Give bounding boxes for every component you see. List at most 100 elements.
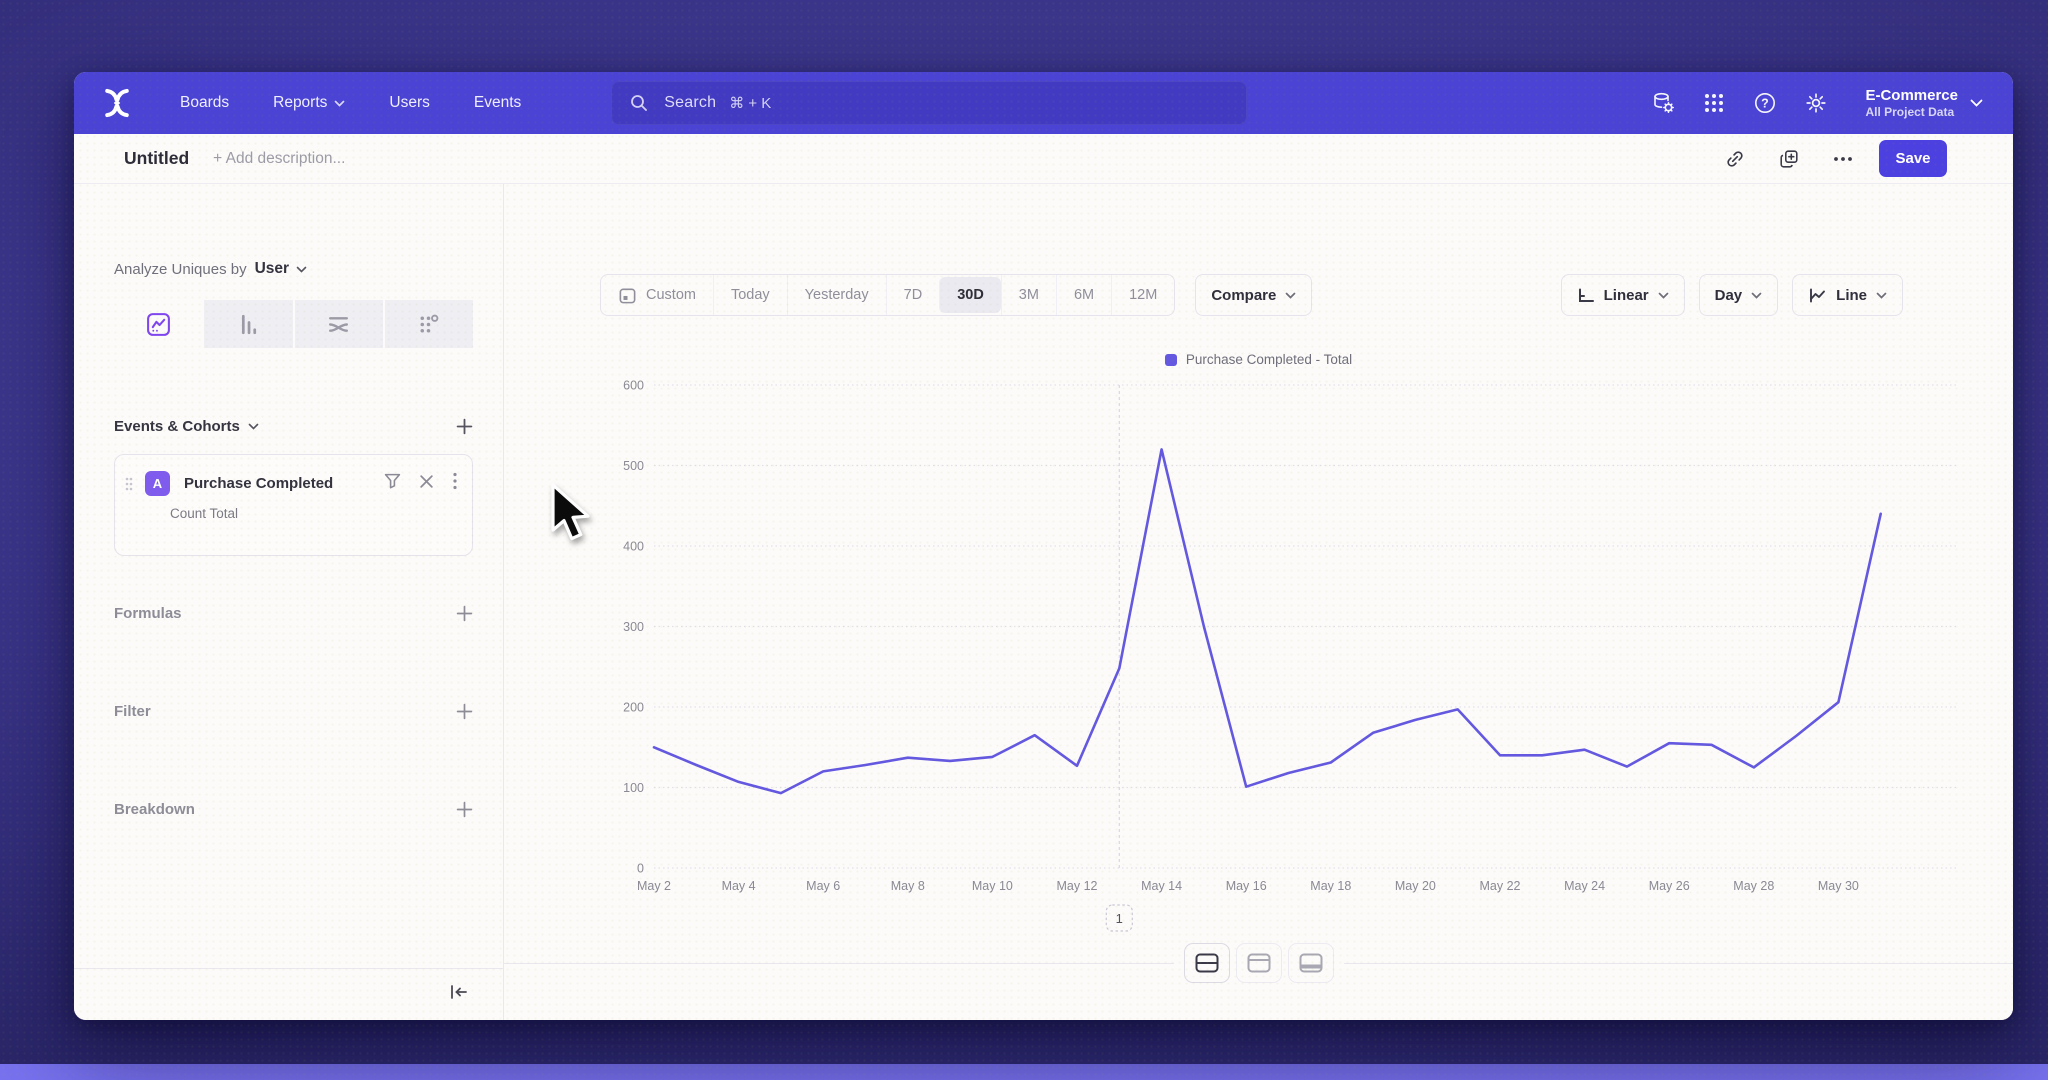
tab-insights[interactable] — [114, 300, 202, 348]
project-name: E-Commerce — [1865, 86, 1958, 104]
report-header: Untitled + Add description... — [74, 134, 2013, 184]
interval-button[interactable]: Day — [1698, 274, 1779, 316]
y-axis-label: 400 — [623, 540, 644, 554]
report-title[interactable]: Untitled — [124, 148, 190, 168]
copy-link-icon[interactable] — [1723, 147, 1747, 171]
x-axis-label: May 6 — [806, 879, 840, 893]
filter-event-icon[interactable] — [384, 473, 401, 494]
apps-grid-icon[interactable] — [1702, 91, 1726, 115]
date-range-control: Custom Today Yesterday 7D 30D 3M 6M 12M — [600, 274, 1176, 316]
add-formulas-button[interactable] — [455, 604, 473, 622]
scale-button[interactable]: Linear — [1560, 274, 1685, 316]
help-icon[interactable]: ? — [1753, 91, 1777, 115]
legend-label: Purchase Completed - Total — [1185, 352, 1353, 367]
layout-header-button[interactable] — [1235, 943, 1282, 983]
y-axis-label: 300 — [623, 620, 644, 634]
layout-bottom-drawer-button[interactable] — [1287, 943, 1334, 983]
nav-item-reports[interactable]: Reports — [273, 94, 345, 112]
visualization-tabs — [114, 300, 473, 348]
chart-panel: Custom Today Yesterday 7D 30D 3M 6M 12M Compare… — [504, 184, 2013, 1020]
x-axis-label: May 16 — [1226, 879, 1267, 893]
x-axis-label: May 24 — [1564, 879, 1605, 893]
tab-flows[interactable] — [294, 300, 383, 348]
chevron-down-icon — [248, 423, 259, 430]
collapse-sidebar-icon[interactable] — [449, 984, 469, 1005]
y-axis-label: 100 — [623, 781, 644, 795]
project-switcher[interactable]: E-Commerce All Project Data — [1865, 86, 1983, 119]
x-axis-label: May 12 — [1057, 879, 1098, 893]
add-description-placeholder[interactable]: + Add description... — [213, 149, 346, 167]
analyze-uniques-row[interactable]: Analyze Uniques by User — [114, 256, 473, 282]
x-axis-label: May 18 — [1310, 879, 1351, 893]
chevron-down-icon — [1970, 99, 1983, 107]
range-12m[interactable]: 12M — [1111, 275, 1174, 315]
chart-type-button[interactable]: Line — [1792, 274, 1903, 316]
tab-retention[interactable] — [384, 300, 473, 348]
bottom-divider — [504, 943, 2013, 1020]
sidebar-section-filter: Filter — [114, 698, 473, 724]
add-breakdown-button[interactable] — [455, 800, 473, 818]
line-chart: 0 100 200 300 400 500 600 May 2 May 4 May 6 May 8 M… — [560, 372, 1960, 952]
event-series-badge: A — [145, 471, 170, 496]
range-6m[interactable]: 6M — [1055, 275, 1111, 315]
x-axis-label: May 2 — [637, 879, 671, 893]
nav-item-users[interactable]: Users — [389, 94, 430, 111]
nav-item-events[interactable]: Events — [473, 94, 522, 111]
x-axis-label: May 22 — [1480, 879, 1521, 893]
sidebar-section-formulas: Formulas — [114, 600, 473, 626]
interval-label: Day — [1714, 286, 1743, 304]
nav-right: ? E-Commerce All Project Data — [1651, 86, 1983, 119]
data-management-icon[interactable] — [1651, 91, 1675, 115]
layout-split-horizontal-button[interactable] — [1183, 943, 1230, 983]
range-yesterday[interactable]: Yesterday — [786, 275, 886, 315]
chevron-down-icon — [335, 100, 345, 107]
mixpanel-logo-icon[interactable] — [100, 86, 134, 120]
range-30d[interactable]: 30D — [939, 277, 1001, 313]
x-axis-label: May 4 — [722, 879, 756, 893]
nav-menu: Boards Reports Users Events — [180, 94, 521, 112]
events-cohorts-header: Events & Cohorts — [114, 412, 473, 440]
chevron-down-icon — [296, 266, 307, 273]
range-7d[interactable]: 7D — [885, 275, 940, 315]
chart-legend: Purchase Completed - Total — [504, 352, 2013, 367]
remove-event-icon[interactable] — [419, 474, 434, 494]
nav-item-boards[interactable]: Boards — [180, 94, 230, 111]
events-cohorts-label[interactable]: Events & Cohorts — [114, 417, 240, 435]
event-measurement[interactable]: Count Total — [170, 506, 239, 521]
x-axis-label: May 30 — [1818, 879, 1859, 893]
event-card[interactable]: A Purchase Completed — [114, 454, 473, 556]
add-filter-button[interactable] — [455, 702, 473, 720]
y-axis-label: 600 — [623, 379, 644, 393]
compare-button[interactable]: Compare — [1195, 274, 1313, 316]
duplicate-icon[interactable] — [1777, 147, 1801, 171]
tab-funnels[interactable] — [204, 300, 293, 348]
range-custom[interactable]: Custom — [601, 275, 713, 315]
compare-label: Compare — [1211, 286, 1277, 304]
x-axis-label: May 10 — [972, 879, 1013, 893]
calendar-icon — [619, 288, 636, 303]
add-event-button[interactable] — [455, 417, 473, 435]
more-options-icon[interactable] — [1831, 147, 1855, 171]
search-input[interactable]: Search ⌘ + K — [611, 81, 1248, 125]
search-icon — [627, 91, 651, 115]
x-axis-label: May 20 — [1395, 879, 1436, 893]
range-3m[interactable]: 3M — [1000, 275, 1056, 315]
save-button[interactable]: Save — [1879, 140, 1947, 177]
series-line — [652, 448, 1882, 795]
settings-gear-icon[interactable] — [1804, 91, 1828, 115]
annotation-marker[interactable] — [1105, 904, 1133, 932]
event-name[interactable]: Purchase Completed — [184, 475, 334, 492]
x-axis-label: May 26 — [1649, 879, 1690, 893]
x-axis-label: May 8 — [891, 879, 925, 893]
top-navbar: Boards Reports Users Events Search ⌘ + K — [74, 72, 2013, 134]
event-more-icon[interactable] — [452, 472, 458, 495]
y-axis-label: 0 — [637, 862, 644, 876]
chart-toolbar: Custom Today Yesterday 7D 30D 3M 6M 12M Compare… — [504, 274, 2013, 316]
range-today[interactable]: Today — [712, 275, 787, 315]
y-axis-label: 500 — [623, 459, 644, 473]
chart-type-label: Line — [1836, 286, 1867, 304]
x-axis-label: May 14 — [1141, 879, 1182, 893]
analyze-value[interactable]: User — [254, 260, 290, 277]
drag-handle-icon[interactable] — [123, 476, 135, 492]
app-window: Boards Reports Users Events Search ⌘ + K — [74, 72, 2013, 1020]
